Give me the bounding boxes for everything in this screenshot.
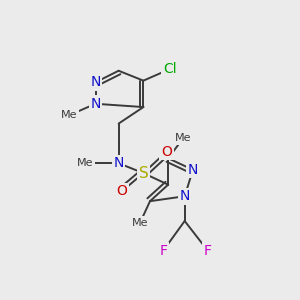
Text: N: N bbox=[90, 97, 101, 111]
Text: N: N bbox=[179, 189, 190, 203]
Text: F: F bbox=[204, 244, 212, 258]
Text: Me: Me bbox=[132, 218, 148, 228]
Text: Me: Me bbox=[61, 110, 77, 120]
Text: N: N bbox=[188, 163, 198, 177]
Text: F: F bbox=[159, 244, 167, 258]
Text: Me: Me bbox=[77, 158, 94, 168]
Text: S: S bbox=[139, 166, 148, 181]
Text: O: O bbox=[161, 145, 172, 159]
Text: N: N bbox=[113, 156, 124, 170]
Text: O: O bbox=[116, 184, 128, 198]
Text: Me: Me bbox=[175, 134, 191, 143]
Text: Cl: Cl bbox=[163, 62, 177, 76]
Text: N: N bbox=[90, 75, 101, 89]
